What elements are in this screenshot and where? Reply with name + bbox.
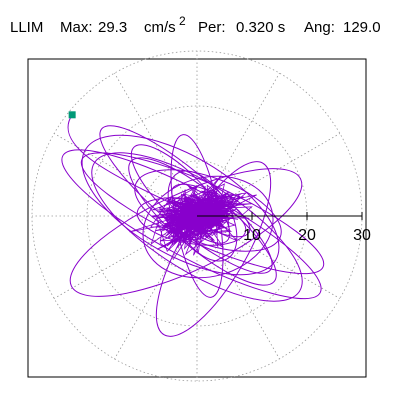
grid-spoke-240 [114, 215, 198, 360]
grid-spoke-330 [196, 215, 341, 299]
title-per-value: 0.320 s [236, 19, 285, 36]
radial-tick-label-10: 10 [243, 227, 261, 244]
peak-excursion-trace [67, 114, 187, 211]
orbit-trace [61, 114, 325, 337]
chart-title: LLIM Max: 29.3 cm/s 2 Per: 0.320 s Ang: … [10, 14, 381, 36]
grid-spoke-300 [196, 215, 280, 360]
title-ang-value: 129.0 [343, 19, 381, 36]
title-ang-label: Ang: [304, 19, 335, 36]
orbit-loop-14 [99, 125, 273, 274]
title-per-label: Per: [198, 19, 226, 36]
title-max-value: 29.3 [98, 19, 127, 36]
orbit-loop-6 [142, 175, 274, 279]
peak-marker [68, 111, 76, 119]
grid-spoke-60 [196, 72, 280, 217]
radial-tick-label-30: 30 [353, 227, 371, 244]
grid-spoke-210 [53, 215, 198, 299]
title-max-label: Max: [60, 19, 93, 36]
grid-spoke-120 [114, 72, 198, 217]
orbit-loop-8 [134, 169, 282, 252]
grid-spoke-30 [196, 133, 341, 217]
title-max-unit: cm/s [144, 19, 176, 36]
title-station: LLIM [10, 19, 43, 36]
peak-marker-group [68, 111, 76, 119]
orbit-loop-12 [130, 144, 231, 244]
radial-axis: 10 20 30 [197, 212, 371, 244]
orbit-core-trace [129, 175, 257, 261]
orbit-loop-2 [91, 152, 303, 302]
title-max-unit-exponent: 2 [179, 14, 186, 28]
radial-tick-label-20: 20 [298, 227, 316, 244]
